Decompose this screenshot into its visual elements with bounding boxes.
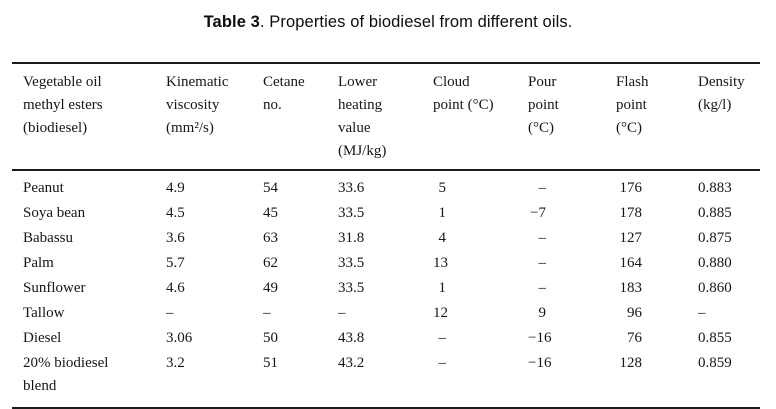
cell-viscosity: 3.6: [166, 230, 185, 246]
table-caption-text: . Properties of biodiesel from different…: [259, 13, 573, 31]
cell-pour-point: 9: [538, 305, 547, 321]
cell-lhv: 33.5: [338, 280, 365, 296]
cell-density: 0.883: [698, 180, 732, 196]
column-header-pour-point: Pour point (°C): [527, 63, 615, 171]
cell-cetane: 63: [263, 230, 278, 246]
cell-cetane: 49: [263, 280, 278, 296]
cell-flash-point: 76: [627, 330, 642, 346]
cell-density: –: [698, 305, 706, 321]
cell-viscosity: 4.5: [166, 205, 185, 221]
cell-lhv: 33.5: [338, 205, 365, 221]
cell-cloud-point: 5: [438, 180, 447, 196]
table-row-tallow: Tallow – – – 12 9 96 –: [12, 301, 760, 326]
cell-lhv: 33.5: [338, 255, 365, 271]
cell-cloud-point: –: [438, 330, 447, 346]
table-row-sunflower: Sunflower 4.6 49 33.5 1 – 183 0.860: [12, 276, 760, 301]
cell-name: 20% biodiesel blend: [23, 355, 109, 394]
cell-lhv: –: [338, 305, 346, 321]
cell-cloud-point: 1: [438, 280, 447, 296]
biodiesel-properties-table: Vegetable oil methyl esters (biodiesel) …: [12, 62, 760, 409]
table-row-babassu: Babassu 3.6 63 31.8 4 – 127 0.875: [12, 226, 760, 251]
cell-flash-point: 178: [619, 205, 643, 221]
cell-cloud-point: –: [438, 355, 447, 371]
cell-viscosity: 5.7: [166, 255, 185, 271]
cell-cloud-point: 1: [438, 205, 447, 221]
table-row-palm: Palm 5.7 62 33.5 13 – 164 0.880: [12, 251, 760, 276]
cell-name: Soya bean: [23, 205, 86, 221]
column-header-cetane-no: Cetane no.: [262, 63, 337, 171]
cell-pour-point: –: [538, 255, 547, 271]
cell-cetane: 62: [263, 255, 278, 271]
table-body: Peanut 4.9 54 33.6 5 – 176 0.883 Soya be…: [12, 170, 760, 408]
cell-lhv: 43.8: [338, 330, 365, 346]
table-row-soya-bean: Soya bean 4.5 45 33.5 1 −7 178 0.885: [12, 201, 760, 226]
cell-density: 0.859: [698, 355, 732, 371]
cell-density: 0.860: [698, 280, 732, 296]
column-header-kinematic-viscosity: Kinematic viscosity (mm²/s): [165, 63, 262, 171]
cell-viscosity: 4.6: [166, 280, 185, 296]
column-header-lower-heating-value: Lower heating value (MJ/kg): [337, 63, 432, 171]
cell-lhv: 43.2: [338, 355, 365, 371]
cell-cetane: 54: [263, 180, 278, 196]
table-caption-number: Table 3: [203, 13, 260, 31]
header-row: Vegetable oil methyl esters (biodiesel) …: [12, 63, 760, 171]
cell-cetane: 50: [263, 330, 278, 346]
cell-pour-point: –: [538, 180, 547, 196]
cell-cetane: 51: [263, 355, 278, 371]
cell-name: Palm: [23, 255, 54, 271]
cell-flash-point: 127: [619, 230, 643, 246]
cell-flash-point: 164: [619, 255, 643, 271]
cell-name: Babassu: [23, 230, 73, 246]
cell-density: 0.875: [698, 230, 732, 246]
table-row-20pct-biodiesel-blend: 20% biodiesel blend 3.2 51 43.2 – −16 12…: [12, 351, 760, 408]
cell-density: 0.855: [698, 330, 732, 346]
cell-viscosity: –: [166, 305, 174, 321]
cell-viscosity: 4.9: [166, 180, 185, 196]
cell-name: Peanut: [23, 180, 64, 196]
table-caption: Table 3. Properties of biodiesel from di…: [0, 13, 776, 32]
cell-lhv: 31.8: [338, 230, 365, 246]
cell-viscosity: 3.06: [166, 330, 193, 346]
cell-flash-point: 176: [619, 180, 643, 196]
column-header-density: Density (kg/l): [697, 63, 760, 171]
cell-pour-point: −16: [528, 355, 552, 371]
table-row-peanut: Peanut 4.9 54 33.6 5 – 176 0.883: [12, 170, 760, 201]
cell-pour-point: −16: [528, 330, 552, 346]
cell-flash-point: 183: [619, 280, 643, 296]
cell-lhv: 33.6: [338, 180, 365, 196]
cell-cloud-point: 13: [433, 255, 448, 271]
cell-cloud-point: 12: [433, 305, 448, 321]
cell-pour-point: –: [538, 280, 547, 296]
cell-pour-point: −7: [530, 205, 546, 221]
table-header: Vegetable oil methyl esters (biodiesel) …: [12, 63, 760, 171]
cell-name: Sunflower: [23, 280, 86, 296]
cell-pour-point: –: [538, 230, 547, 246]
cell-cetane: 45: [263, 205, 278, 221]
column-header-oil: Vegetable oil methyl esters (biodiesel): [12, 63, 165, 171]
table-row-diesel: Diesel 3.06 50 43.8 – −16 76 0.855: [12, 326, 760, 351]
cell-density: 0.885: [698, 205, 732, 221]
cell-cloud-point: 4: [438, 230, 447, 246]
cell-name: Diesel: [23, 330, 62, 346]
cell-name: Tallow: [23, 305, 65, 321]
column-header-flash-point: Flash point (°C): [615, 63, 697, 171]
cell-flash-point: 96: [627, 305, 642, 321]
cell-viscosity: 3.2: [166, 355, 185, 371]
cell-density: 0.880: [698, 255, 732, 271]
column-header-cloud-point: Cloud point (°C): [432, 63, 527, 171]
cell-flash-point: 128: [619, 355, 643, 371]
cell-cetane: –: [263, 305, 271, 321]
